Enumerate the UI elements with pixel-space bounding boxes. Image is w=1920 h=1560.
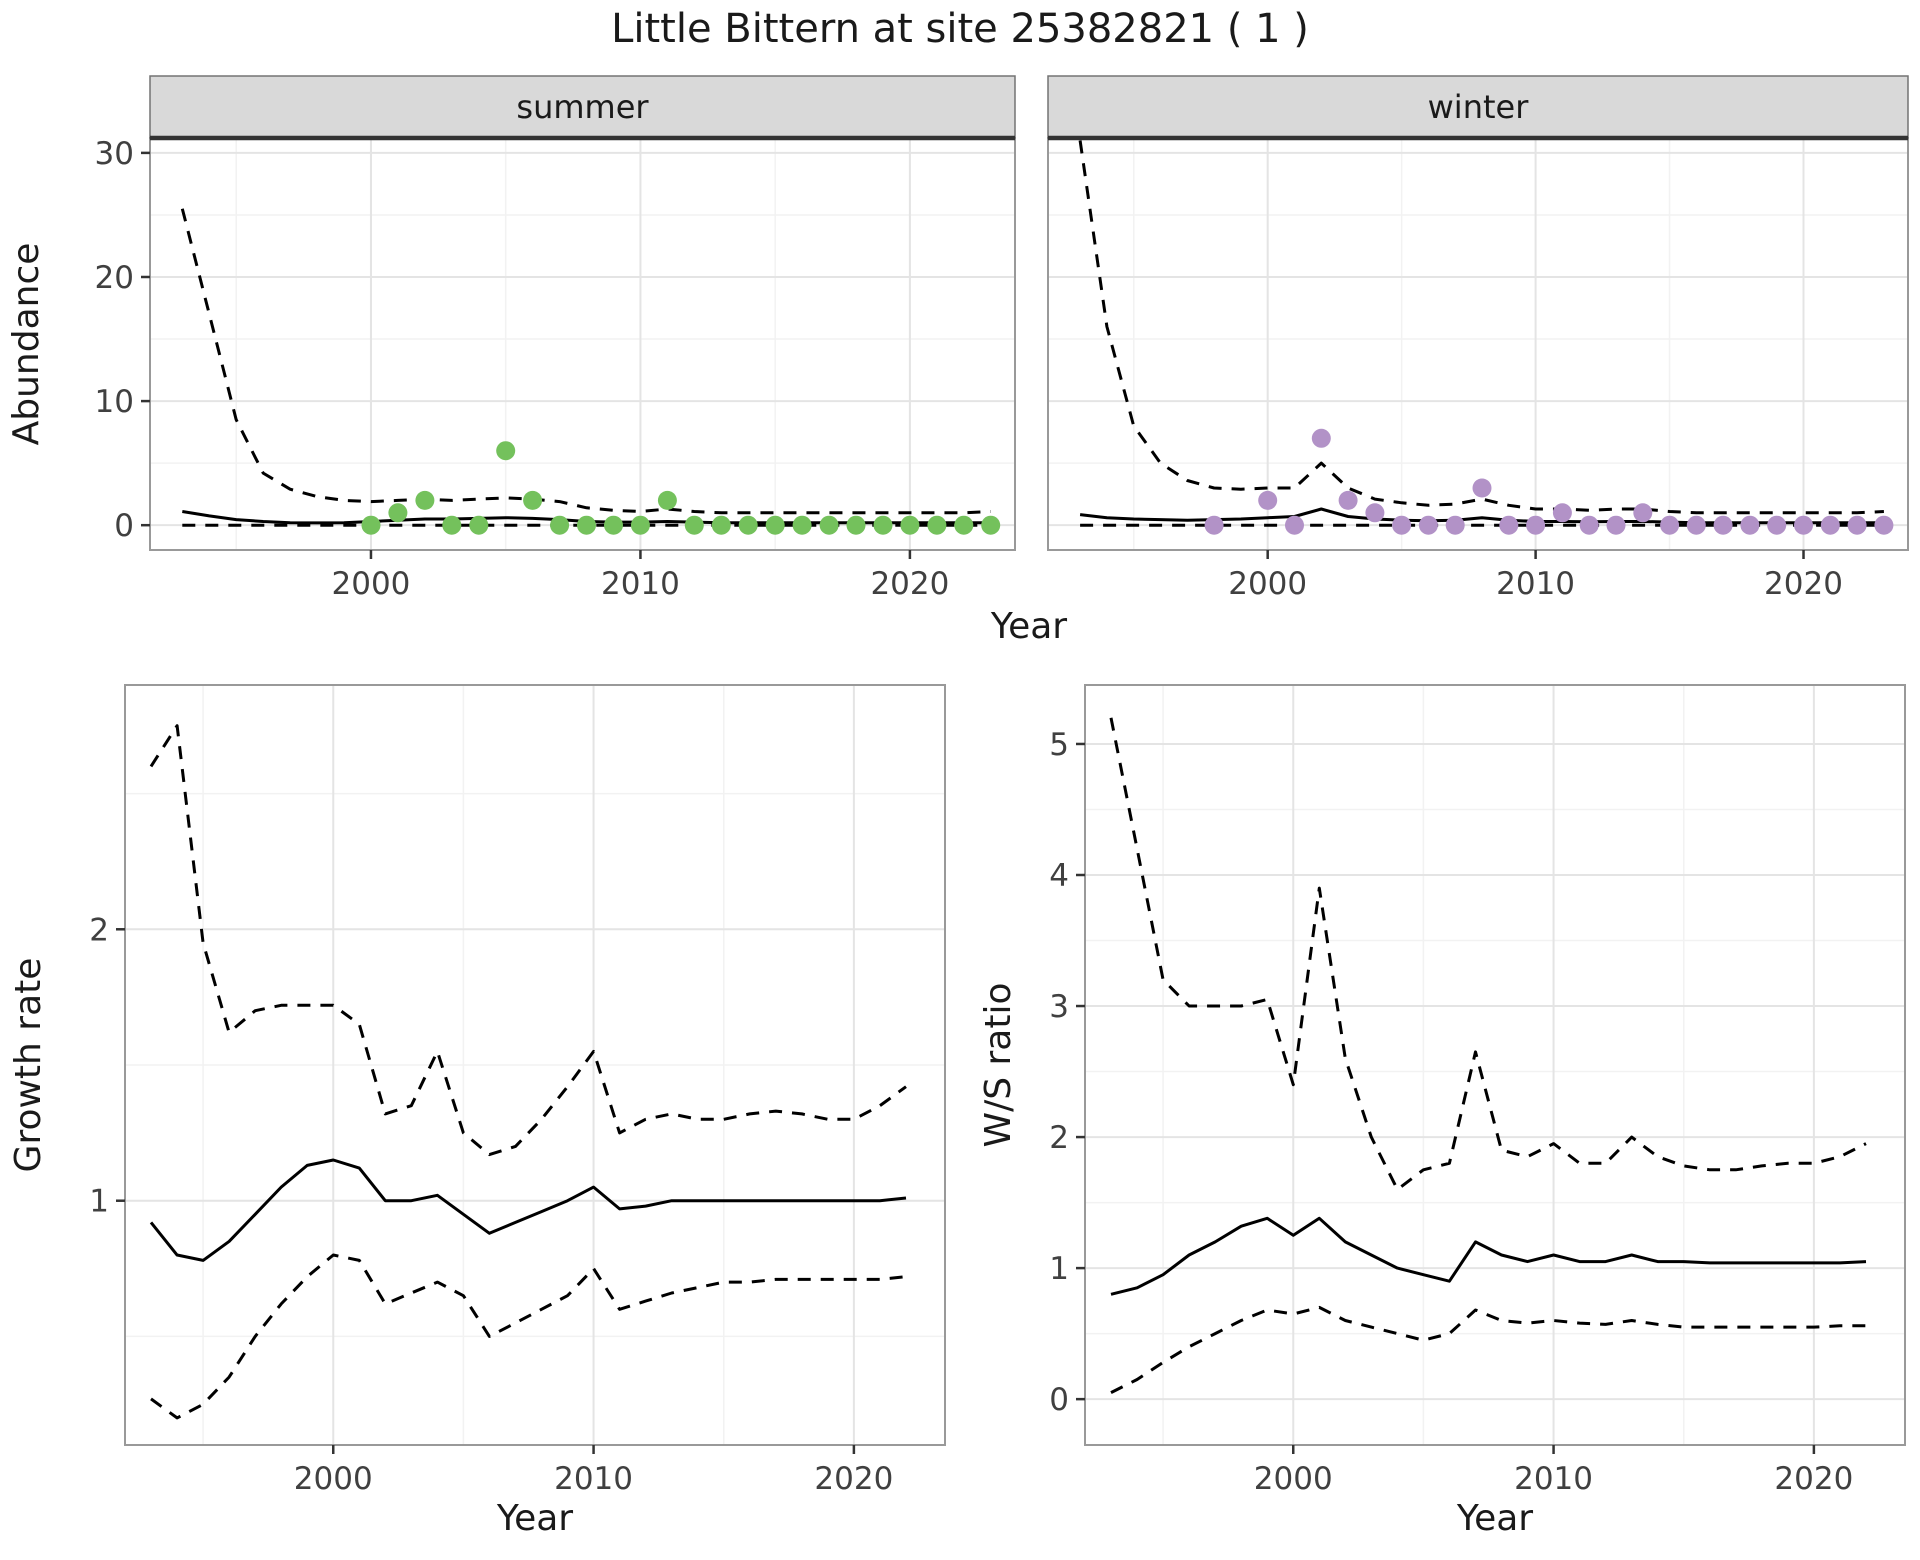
growth-rate-chart: 2000 2010 2020 1 2 xyxy=(89,684,946,1497)
svg-text:2010: 2010 xyxy=(1514,1461,1593,1497)
ws-ratio-x-axis-label: Year xyxy=(1456,1498,1534,1539)
winter-abundance-chart: winter 2000 2010 2020 xyxy=(1047,75,1909,602)
svg-text:2000: 2000 xyxy=(1228,566,1307,602)
ws-ratio-chart: 2000 2010 2020 0 1 2 3 4 5 xyxy=(1049,684,1906,1497)
svg-text:2000: 2000 xyxy=(1254,1461,1333,1497)
growth-rate-x-axis-label: Year xyxy=(496,1498,574,1539)
svg-text:2020: 2020 xyxy=(1774,1461,1853,1497)
svg-text:30: 30 xyxy=(95,136,134,172)
svg-text:4: 4 xyxy=(1049,858,1069,894)
svg-text:10: 10 xyxy=(95,384,134,420)
svg-text:2000: 2000 xyxy=(294,1461,373,1497)
svg-text:2010: 2010 xyxy=(1496,566,1575,602)
svg-text:1: 1 xyxy=(1049,1251,1069,1287)
svg-text:2: 2 xyxy=(1049,1120,1069,1156)
svg-text:1: 1 xyxy=(89,1184,109,1220)
svg-text:3: 3 xyxy=(1049,989,1069,1025)
svg-text:2000: 2000 xyxy=(332,566,411,602)
abundance-y-axis-label: Abundance xyxy=(6,242,47,446)
svg-text:2: 2 xyxy=(89,912,109,948)
svg-text:0: 0 xyxy=(1049,1382,1069,1418)
svg-text:0: 0 xyxy=(114,508,134,544)
svg-text:summer: summer xyxy=(516,88,649,126)
abundance-x-axis-label: Year xyxy=(990,606,1068,647)
svg-text:2020: 2020 xyxy=(1764,566,1843,602)
svg-text:2020: 2020 xyxy=(814,1461,893,1497)
svg-text:2010: 2010 xyxy=(601,566,680,602)
svg-text:5: 5 xyxy=(1049,727,1069,763)
summer-abundance-chart: summer 2000 2010 2020 0 10 20 30 xyxy=(95,75,1016,602)
svg-text:20: 20 xyxy=(95,260,134,296)
svg-text:winter: winter xyxy=(1428,88,1530,126)
svg-text:2010: 2010 xyxy=(554,1461,633,1497)
svg-text:2020: 2020 xyxy=(870,566,949,602)
page-title: Little Bittern at site 25382821 ( 1 ) xyxy=(611,6,1309,52)
